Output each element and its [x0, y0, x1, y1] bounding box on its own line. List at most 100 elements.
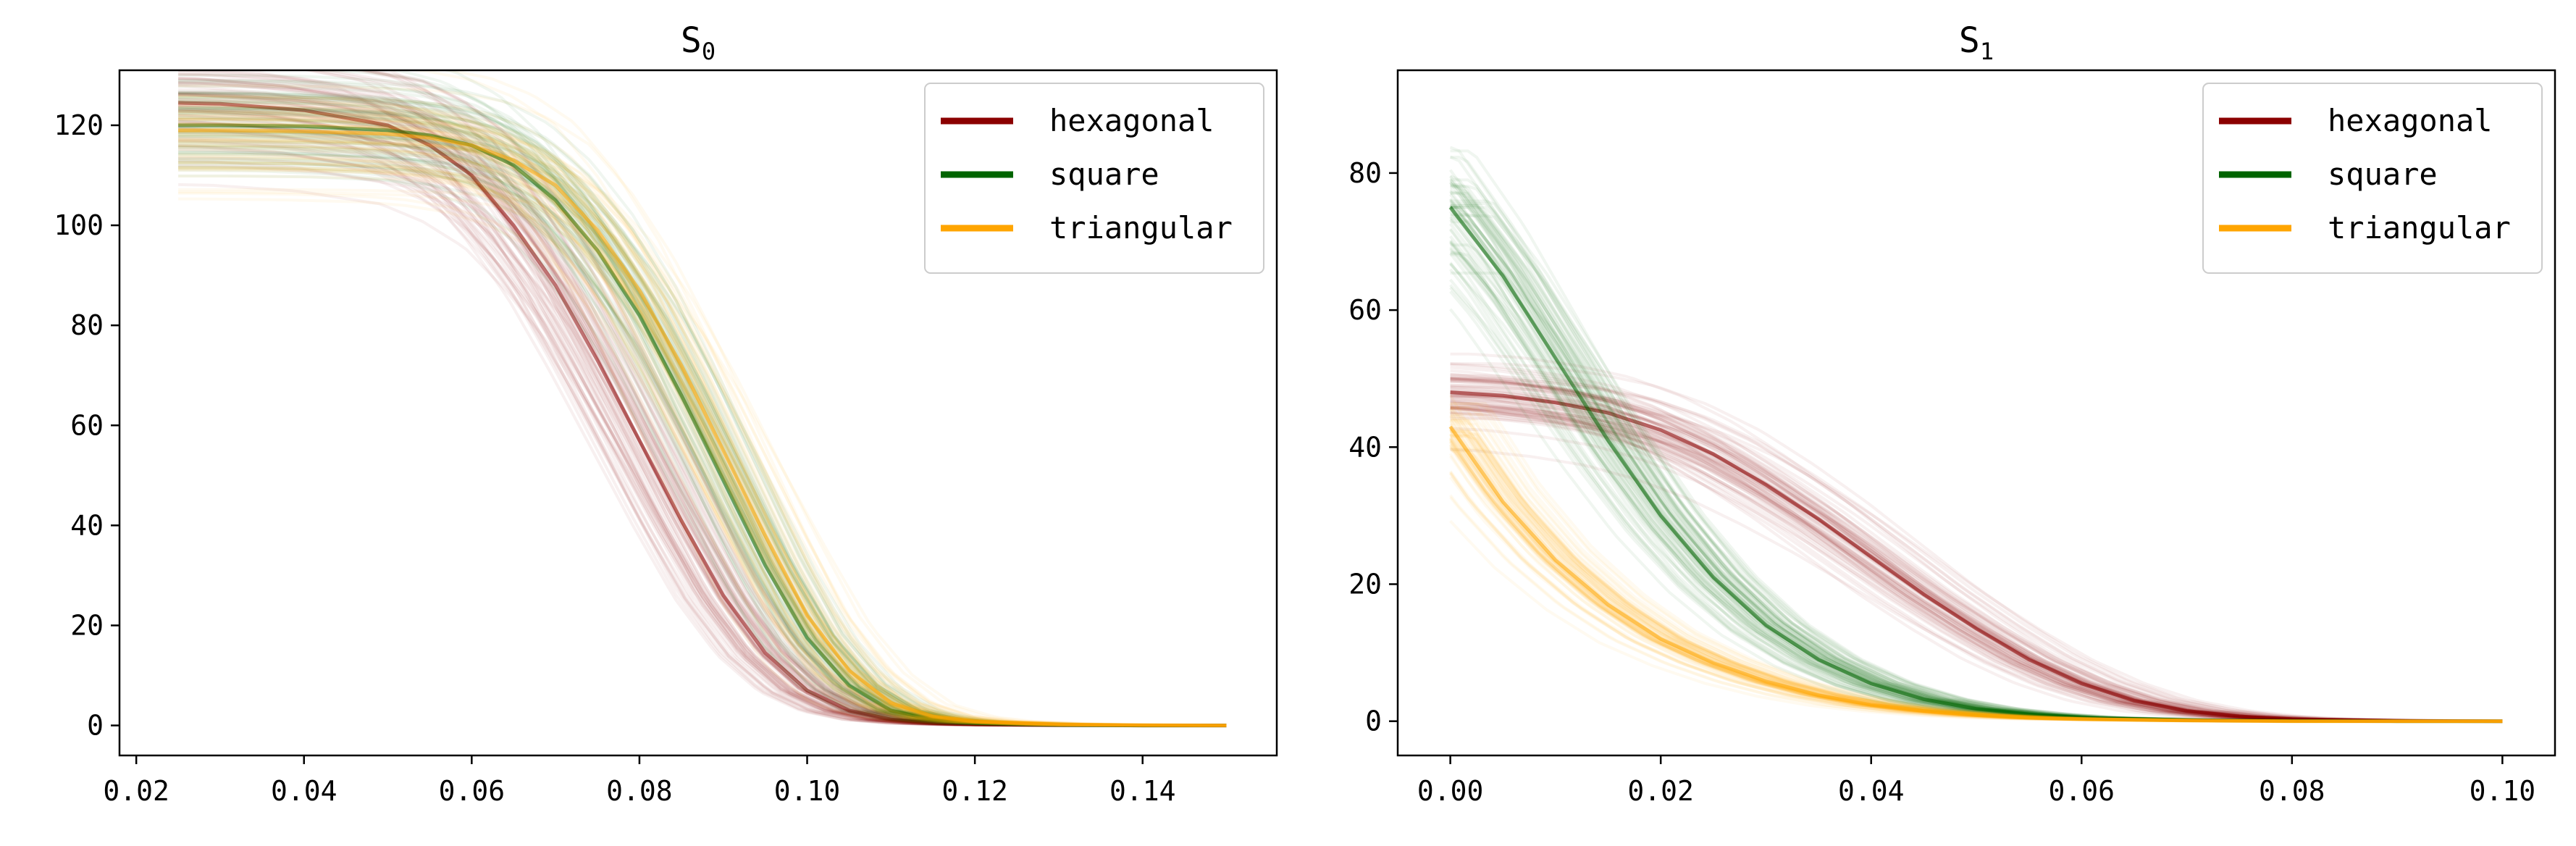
data-point-triangular — [555, 184, 557, 186]
data-point-triangular — [2501, 720, 2504, 722]
data-point-triangular — [303, 130, 305, 133]
data-point-triangular — [974, 721, 976, 723]
x-tick-label: 0.08 — [606, 775, 673, 807]
data-point-triangular — [680, 364, 682, 367]
data-point-square — [1554, 357, 1556, 359]
series-line-hexagonal — [1450, 390, 2503, 724]
data-point-hexagonal — [513, 225, 515, 227]
legend-label-square: square — [1049, 156, 1159, 192]
data-point-hexagonal — [1923, 593, 1925, 595]
data-point-square — [1607, 439, 1609, 441]
panel-title: S0 — [681, 20, 716, 65]
data-point-square — [1449, 206, 1451, 209]
data-point-hexagonal — [1976, 628, 1978, 630]
plot-area — [1448, 146, 2504, 724]
panel-s0: 0.02 0.04 0.06 0.08 0.10 0.12 0.14 0 20 40 60 80 100… — [54, 20, 1278, 807]
data-point-hexagonal — [597, 359, 599, 361]
data-point-triangular — [1607, 603, 1609, 606]
y-tick-label: 20 — [70, 609, 104, 641]
legend-label-triangular: triangular — [2328, 210, 2511, 246]
data-point-triangular — [429, 137, 431, 139]
data-point-square — [1502, 275, 1504, 277]
data-point-triangular — [1225, 724, 1228, 726]
x-tick-label: 0.08 — [2259, 775, 2325, 807]
data-point-triangular — [471, 144, 473, 146]
data-point-triangular — [1870, 704, 1872, 706]
data-point-square — [1976, 708, 1978, 710]
data-point-triangular — [1141, 724, 1144, 726]
legend: hexagonal square triangular — [2202, 83, 2543, 274]
y-tick-label: 80 — [70, 309, 104, 341]
data-point-triangular — [387, 133, 389, 135]
data-point-square — [1923, 698, 1925, 700]
data-point-triangular — [1057, 724, 1060, 726]
data-point-triangular — [513, 159, 515, 162]
sample-curve — [178, 188, 1227, 727]
x-tick-label: 0.00 — [1417, 775, 1484, 807]
axes-frame — [1396, 69, 2556, 757]
data-point-hexagonal — [2239, 716, 2241, 718]
x-tick-label: 0.02 — [103, 775, 169, 807]
panel-title: S1 — [1959, 20, 1994, 65]
legend-label-square: square — [2328, 156, 2438, 192]
axes-frame — [118, 69, 1278, 757]
y-tick-label: 120 — [54, 109, 104, 141]
series-triangular — [178, 70, 1228, 728]
data-point-triangular — [932, 716, 934, 718]
data-point-square — [1712, 577, 1714, 579]
data-point-triangular — [2291, 720, 2293, 722]
data-point-triangular — [722, 449, 724, 451]
series-line-square — [178, 123, 1227, 728]
data-point-hexagonal — [2028, 658, 2030, 661]
data-point-triangular — [2081, 718, 2083, 720]
data-point-triangular — [764, 535, 766, 537]
data-point-hexagonal — [1870, 556, 1872, 558]
legend-label-triangular: triangular — [1049, 210, 1233, 246]
data-point-square — [1660, 514, 1662, 516]
data-point-triangular — [806, 614, 808, 616]
data-point-triangular — [2396, 720, 2399, 722]
data-point-square — [1818, 658, 1820, 661]
data-point-hexagonal — [1765, 484, 1767, 486]
data-point-triangular — [2186, 719, 2188, 721]
data-point-triangular — [597, 230, 599, 232]
data-point-triangular — [1660, 638, 1662, 640]
x-tick-label: 0.04 — [271, 775, 337, 807]
data-point-hexagonal — [1660, 429, 1662, 431]
y-tick-label: 40 — [1348, 431, 1382, 463]
y-tick-label: 60 — [70, 409, 104, 441]
data-point-square — [1870, 682, 1872, 684]
legend: hexagonal square triangular — [924, 83, 1264, 274]
y-tick-label: 0 — [1365, 705, 1382, 737]
data-point-triangular — [638, 289, 640, 291]
y-tick-label: 20 — [1348, 569, 1382, 600]
data-point-triangular — [890, 702, 892, 704]
sample-curve — [178, 141, 1227, 727]
series-line-triangular — [1448, 425, 2503, 724]
y-tick-label: 0 — [87, 710, 104, 742]
data-point-triangular — [219, 129, 222, 131]
panel-s1: 0.00 0.02 0.04 0.06 0.08 0.10 0 20 40 60 80 S1 hexag… — [1348, 20, 2556, 807]
data-point-triangular — [1976, 714, 1978, 716]
data-point-hexagonal — [1502, 395, 1504, 397]
data-point-hexagonal — [2081, 682, 2083, 684]
x-tick-label: 0.14 — [1109, 775, 1176, 807]
y-tick-label: 60 — [1348, 294, 1382, 326]
x-tick-label: 0.06 — [439, 775, 505, 807]
data-point-triangular — [1449, 425, 1451, 427]
data-point-triangular — [1502, 501, 1504, 503]
data-point-triangular — [848, 669, 850, 671]
data-point-triangular — [2028, 717, 2030, 719]
data-point-hexagonal — [2133, 700, 2135, 702]
data-point-hexagonal — [2186, 710, 2188, 712]
x-tick-label: 0.10 — [774, 775, 841, 807]
data-point-square — [1765, 624, 1767, 627]
y-tick-label: 80 — [1348, 157, 1382, 189]
y-tick-label: 40 — [70, 509, 104, 541]
data-point-triangular — [1818, 694, 1820, 696]
sample-curve — [1450, 395, 2503, 723]
data-point-hexagonal — [638, 440, 640, 442]
legend-label-hexagonal: hexagonal — [2328, 103, 2493, 138]
data-point-hexagonal — [764, 652, 766, 654]
